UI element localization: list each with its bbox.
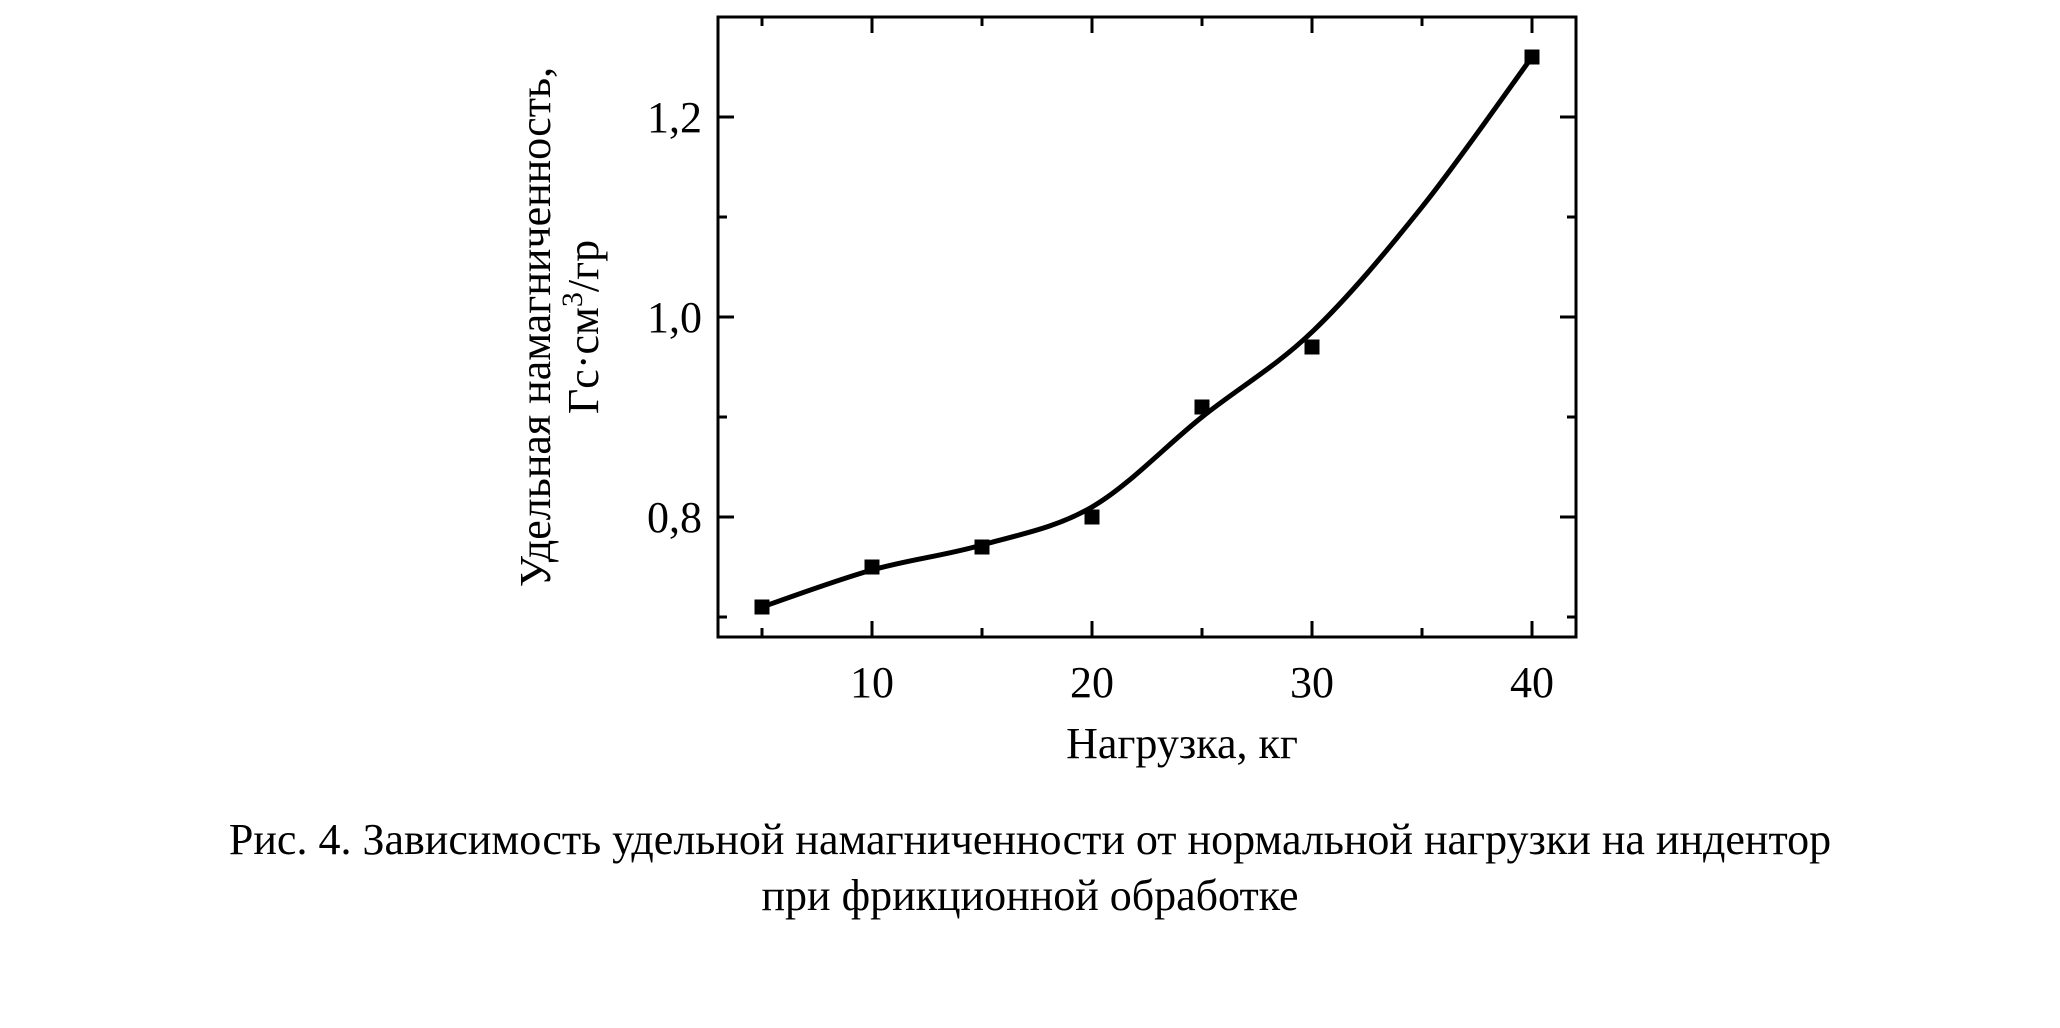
plot-frame (716, 15, 1578, 639)
x-tick-label: 30 (1290, 658, 1334, 707)
x-axis-title: Нагрузка, кг (1066, 719, 1298, 768)
y-axis-unit-prefix: Гс·см (559, 307, 608, 414)
y-axis-unit-sup: 3 (556, 292, 589, 307)
data-point-marker (974, 539, 990, 555)
y-axis-title-line1: Удельная намагниченность, (511, 67, 560, 587)
data-point-marker (1524, 49, 1540, 65)
caption-line-1: Рис. 4. Зависимость удельной намагниченн… (228, 815, 1832, 864)
y-ticks: 0,8 1,0 1,2 (647, 93, 1576, 619)
x-tick-label: 10 (850, 658, 894, 707)
y-tick-label: 0,8 (647, 493, 702, 542)
data-point-marker (754, 599, 770, 615)
y-axis-unit-suffix: /гр (559, 240, 608, 292)
data-point-marker (864, 559, 880, 575)
fit-curve (761, 55, 1535, 610)
data-point-marker (1304, 339, 1320, 355)
y-tick-label: 1,2 (647, 93, 702, 142)
caption-line-2: при фрикционной обработке (761, 871, 1299, 920)
data-point-marker (1194, 399, 1210, 415)
data-point-marker (1084, 509, 1100, 525)
x-tick-label: 20 (1070, 658, 1114, 707)
data-markers (754, 49, 1540, 615)
y-tick-label: 1,0 (647, 293, 702, 342)
x-ticks: 10 20 30 40 (760, 17, 1554, 707)
figure-caption: Рис. 4. Зависимость удельной намагниченн… (0, 812, 2060, 924)
y-axis-title-line2: Гс·см3/гр (556, 240, 608, 414)
x-tick-label: 40 (1510, 658, 1554, 707)
chart: 10 20 30 40 0,8 1,0 1,2 Нагрузка, кг Удельная… (511, 15, 1578, 768)
